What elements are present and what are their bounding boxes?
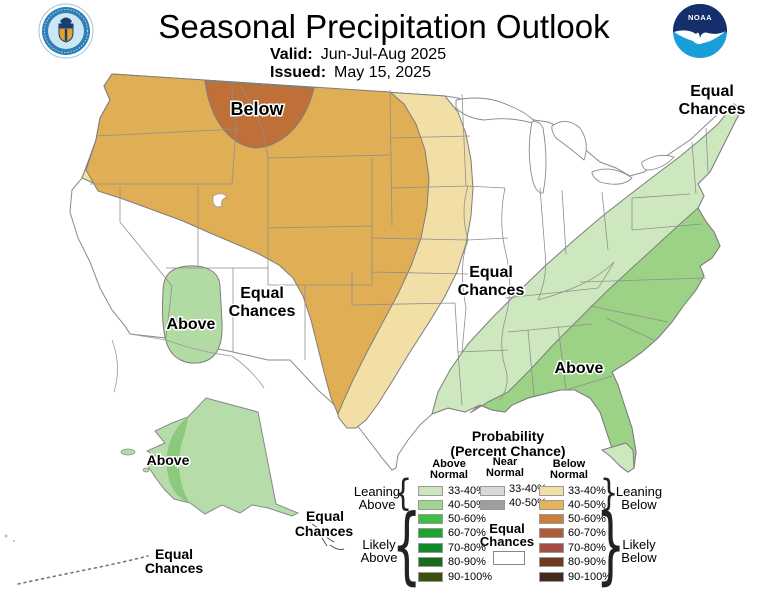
legend-group-leaning-below-1: Leaning (615, 484, 663, 499)
legend-equal-chances-line1: Equal (489, 521, 525, 536)
legend-group-likely-above-1: Likely (362, 537, 396, 552)
legend-range-above-50-60: 50-60% (448, 513, 486, 525)
legend-swatch-below-33-40 (539, 486, 564, 496)
legend-range-above-60-70: 60-70% (448, 527, 486, 539)
region-above-40-50 (469, 207, 721, 473)
seal-eagle-icon (60, 17, 72, 24)
commerce-seal-logo (38, 3, 94, 59)
alaska-west-coast-40-50 (166, 417, 190, 503)
legend-group-leaning-above-1: Leaning (353, 484, 401, 499)
brace-likely-above: { (392, 496, 422, 593)
valid-value: Jun-Jul-Aug 2025 (320, 46, 447, 63)
legend-range-near-33-40: 33-40% (509, 483, 547, 495)
islet (13, 540, 15, 542)
legend-swatch-above-70-80 (418, 543, 443, 553)
region-below-40-50 (85, 73, 430, 416)
noaa-logo-text: NOAA (688, 13, 712, 22)
legend-swatch-below-50-60 (539, 514, 564, 524)
legend-range-below-70-80: 70-80% (568, 542, 606, 554)
legend-range-below-80-90: 80-90% (568, 556, 606, 568)
map-label-above-alaska: Above (147, 452, 190, 468)
region-above-arizona (162, 265, 223, 364)
legend-range-below-40-50: 40-50% (568, 499, 606, 511)
state-borders (90, 85, 709, 406)
map-label-above-southeast: Above (555, 360, 604, 377)
legend-group-likely-below-1: Likely (622, 537, 656, 552)
legend-col-above-normal: Above Normal (430, 458, 468, 481)
region-below-50-60 (204, 80, 315, 149)
map-label-equal-midwest-2: Chances (458, 282, 525, 299)
legend-range-near-40-50: 40-50% (509, 497, 547, 509)
legend-swatch-above-33-40 (418, 486, 443, 496)
legend-title-line1: Probability (471, 428, 545, 444)
legend-range-below-90-100: 90-100% (568, 571, 613, 583)
map-label-below-montana: Below (230, 99, 284, 119)
legend-title-line2: (Percent Chance) (450, 443, 566, 459)
legend-range-above-33-40: 33-40% (448, 485, 486, 497)
legend-range-below-50-60: 50-60% (568, 513, 606, 525)
map-label-equal-fourcorners-2: Chances (229, 303, 296, 320)
legend-col-near-normal: Near Normal (486, 456, 524, 479)
legend-group-leaning-above-2: Above (358, 497, 396, 512)
map-label-equal-panhandle-1: Equal (306, 508, 344, 524)
brace-leaning-above: { (394, 472, 413, 515)
legend-col-below-normal: Below Normal (550, 458, 588, 481)
great-lakes (455, 97, 675, 194)
legend-swatch-below-60-70 (539, 528, 564, 538)
map-label-equal-northeast-1: Equal (690, 83, 734, 100)
legend-swatch-below-90-100 (539, 572, 564, 582)
noaa-gull-icon (674, 30, 726, 45)
page-title: Seasonal Precipitation Outlook (158, 8, 610, 45)
legend-swatch-below-80-90 (539, 557, 564, 567)
legend-swatch-near-40-50 (480, 500, 505, 510)
legend-range-above-80-90: 80-90% (448, 556, 486, 568)
map-label-equal-fourcorners-1: Equal (240, 285, 284, 302)
issued-value: May 15, 2025 (334, 64, 431, 81)
legend-equal-chances-line2: Chances (479, 534, 535, 549)
legend-group-likely-below-2: Below (621, 550, 657, 565)
legend-swatch-below-40-50 (539, 500, 564, 510)
legend-range-above-90-100: 90-100% (448, 571, 493, 583)
issued-label: Issued: (270, 64, 327, 81)
alaska-island-small (142, 467, 150, 473)
legend-range-below-60-70: 60-70% (568, 527, 606, 539)
legend-swatch-above-40-50 (418, 500, 443, 510)
map-label-equal-midwest-1: Equal (469, 264, 513, 281)
map-label-equal-northeast-2: Chances (679, 101, 746, 118)
alaska-panhandle-archipelago (305, 519, 345, 550)
map-label-equal-aleutians-2: Chances (145, 560, 204, 576)
brace-likely-below: } (596, 496, 626, 593)
noaa-logo: NOAA (673, 4, 727, 58)
great-salt-lake (212, 193, 228, 208)
map-label-above-arizona: Above (167, 316, 216, 333)
mexico-border-lines (111, 333, 265, 393)
valid-line: Valid: Jun-Jul-Aug 2025 (270, 46, 446, 64)
legend-range-below-33-40: 33-40% (568, 485, 606, 497)
aleutian-islands (17, 555, 149, 585)
valid-label: Valid: (270, 46, 313, 63)
legend-range-above-70-80: 70-80% (448, 542, 486, 554)
legend-swatch-near-33-40 (480, 486, 505, 496)
alaska-island (120, 448, 136, 456)
brace-leaning-below: } (600, 472, 619, 515)
issued-line: Issued: May 15, 2025 (270, 64, 431, 82)
islet (4, 534, 8, 538)
legend-swatch-above-80-90 (418, 557, 443, 567)
legend-swatch-above-50-60 (418, 514, 443, 524)
region-above-sfl-33-40 (600, 442, 635, 473)
legend-swatch-above-90-100 (418, 572, 443, 582)
map-label-equal-panhandle-2: Chances (295, 523, 354, 539)
legend-equal-chances-swatch (493, 551, 525, 565)
legend-swatch-below-70-80 (539, 543, 564, 553)
legend-group-likely-above-2: Above (360, 550, 398, 565)
legend-group-leaning-below-2: Below (621, 497, 657, 512)
legend-range-above-40-50: 40-50% (448, 499, 486, 511)
legend-swatch-above-60-70 (418, 528, 443, 538)
map-label-equal-aleutians-1: Equal (155, 546, 193, 562)
